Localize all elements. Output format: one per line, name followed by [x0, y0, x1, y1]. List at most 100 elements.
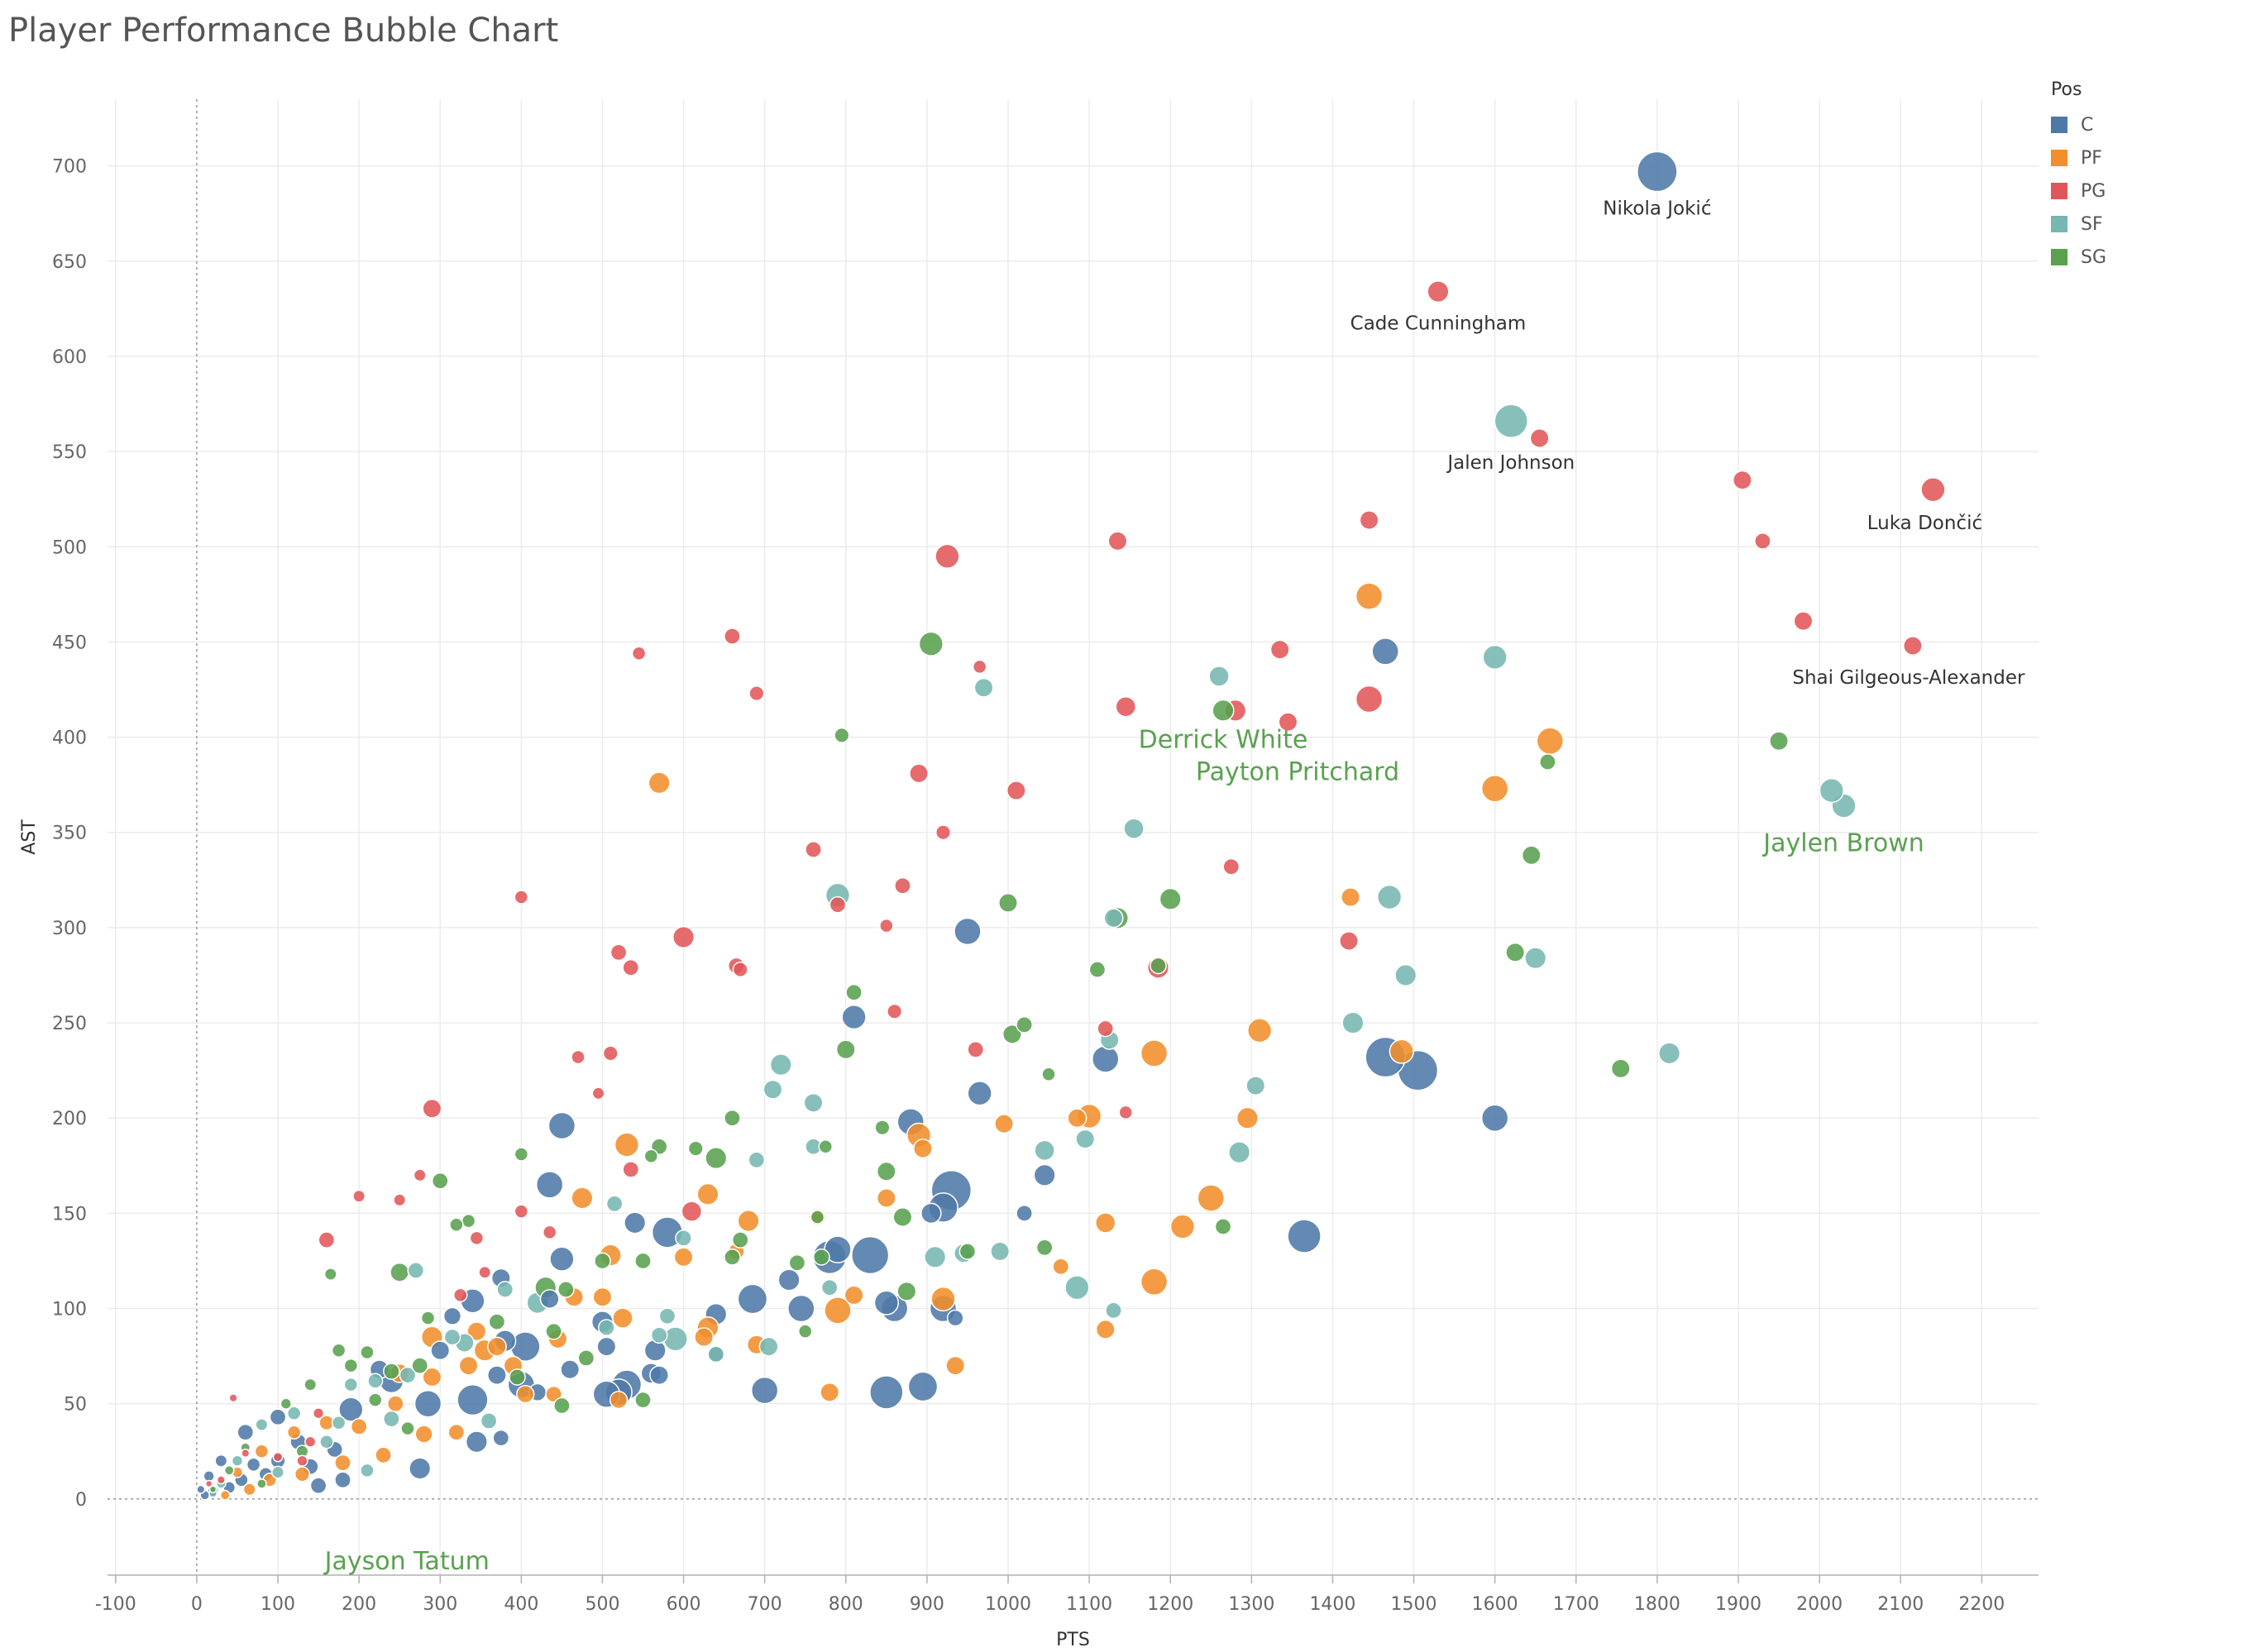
bubble-sg [461, 1213, 476, 1229]
annotation-label: Luka Dončić [1867, 513, 1982, 534]
bubble-pg [909, 763, 930, 784]
bubble-pg [622, 1161, 640, 1178]
bubble-sf [662, 1326, 688, 1352]
legend-label: C [2081, 114, 2094, 136]
y-tick-label: 300 [52, 919, 87, 939]
bubble-pg [1339, 931, 1360, 951]
bubble-sf [973, 677, 994, 698]
bubble-sf [286, 1406, 302, 1420]
bubble-sg [1610, 1058, 1631, 1079]
bubble-sg [1041, 1067, 1056, 1082]
bubble-pg [571, 1049, 586, 1065]
annotation-label: Nikola Jokić [1603, 198, 1711, 220]
bubble-pg [514, 1204, 529, 1219]
legend-item-pg[interactable]: PG [2051, 174, 2106, 208]
legend-item-sg[interactable]: SG [2051, 241, 2106, 274]
bubble-pf [824, 1296, 852, 1325]
legend-swatch [2051, 216, 2067, 232]
annotation-label: Jayson Tatum [323, 1547, 490, 1576]
bubble-sg [514, 1147, 529, 1162]
annotation-label: Derrick White [1139, 725, 1308, 754]
bubble-sf [319, 1435, 334, 1449]
bubble-c [1371, 637, 1399, 666]
bubble-pf [913, 1139, 933, 1159]
bubble-sg [1001, 1024, 1022, 1044]
bubble-sf [407, 1262, 425, 1279]
y-tick-label: 100 [52, 1300, 87, 1320]
bubble-c [486, 1365, 507, 1386]
bubble-sf [331, 1415, 347, 1430]
legend-label: PF [2081, 147, 2102, 169]
bubble-c [946, 1309, 964, 1327]
bubble-sg [1769, 731, 1790, 752]
bubble-pg [1006, 781, 1026, 801]
bubble-sg [360, 1344, 375, 1360]
bubble-pf [1052, 1258, 1070, 1276]
bubble-c [1033, 1163, 1056, 1186]
bubble-sf [598, 1319, 615, 1336]
bubble-sg [731, 1231, 749, 1249]
bubble-sg [810, 1210, 825, 1225]
y-tick-label: 50 [64, 1395, 87, 1416]
bubble-pg [1359, 510, 1379, 530]
bubble-sf [367, 1373, 384, 1389]
bubble-sf [255, 1418, 269, 1431]
bubble-pf [612, 1307, 633, 1329]
bubble-pf [571, 1186, 594, 1210]
bubble-pf [592, 1287, 613, 1307]
x-tick-label: 1900 [1715, 1594, 1761, 1615]
bubble-c [967, 1081, 992, 1106]
y-tick-label: 150 [52, 1204, 87, 1225]
bubble-c [873, 1290, 899, 1315]
bubble-pg [228, 1393, 238, 1403]
bubble-sg [400, 1420, 415, 1436]
bubble-sf [758, 1336, 779, 1357]
bubble-c [196, 1484, 206, 1494]
bubble-pf [486, 1336, 507, 1357]
x-tick-label: 1200 [1147, 1594, 1193, 1615]
bubble-sg [509, 1368, 526, 1386]
bubble-pg [318, 1231, 336, 1249]
bubble-c [851, 1235, 890, 1275]
bubble-sf [496, 1281, 514, 1298]
bubble-sf [675, 1229, 692, 1247]
legend-swatch [2051, 249, 2067, 265]
y-tick-label: 0 [75, 1490, 87, 1511]
chart-title: Player Performance Bubble Chart [8, 12, 559, 50]
bubble-c [269, 1408, 287, 1426]
bubble-c [465, 1430, 488, 1454]
bubble-pg [829, 895, 847, 914]
bubble-sf [480, 1412, 498, 1430]
bubble-pf [737, 1210, 760, 1233]
bubble-sf [343, 1377, 359, 1392]
bubble-pg [935, 824, 952, 841]
bubble-c [1287, 1219, 1322, 1253]
x-tick-label: 200 [342, 1594, 376, 1615]
bubble-sf [383, 1410, 400, 1428]
bubble-pg [1115, 695, 1137, 718]
bubble-pg [1222, 857, 1240, 876]
bubble-pg [1732, 470, 1752, 490]
x-tick-label: 400 [504, 1594, 538, 1615]
bubble-sg [788, 1253, 806, 1272]
bubble-pf [1480, 775, 1509, 803]
bubble-pf [458, 1355, 479, 1376]
bubble-pg [478, 1265, 492, 1279]
bubble-c [596, 1336, 617, 1357]
grid-lines [108, 99, 2039, 1575]
bubble-c [750, 1376, 779, 1405]
bubble-sg [874, 1120, 891, 1136]
y-tick-label: 250 [52, 1014, 87, 1034]
bubble-c [539, 1289, 560, 1309]
bubble-sg [1539, 753, 1556, 771]
bubble-pg [1097, 1019, 1115, 1038]
legend-item-sf[interactable]: SF [2051, 208, 2106, 241]
legend-item-c[interactable]: C [2051, 108, 2106, 141]
bubble-pf [614, 1132, 640, 1158]
bubble-c [549, 1246, 575, 1272]
legend-label: SF [2081, 213, 2103, 235]
legend-item-pf[interactable]: PF [2051, 141, 2106, 174]
bubble-sg [420, 1311, 436, 1325]
bubble-sg [813, 1249, 830, 1266]
bubble-pg [514, 890, 529, 905]
